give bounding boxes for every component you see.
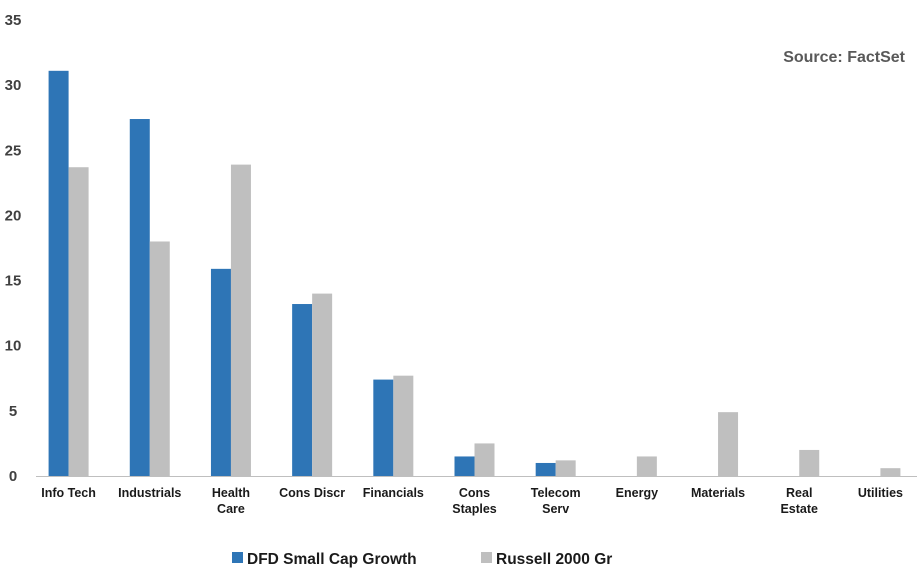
x-category-label: Cons Discr [279, 486, 345, 500]
bar-russell-2000-gr [636, 456, 657, 476]
bar-russell-2000-gr [312, 293, 333, 476]
bar-russell-2000-gr [230, 164, 251, 477]
bar-russell-2000-gr [555, 460, 576, 476]
x-category-label: Energy [616, 486, 658, 500]
bar-russell-2000-gr [718, 412, 739, 476]
legend-swatch [481, 552, 492, 563]
source-annotation: Source: FactSet [783, 49, 905, 66]
y-tick-label: 30 [5, 77, 22, 94]
bar-dfd-small-cap-growth [129, 119, 150, 476]
bars-group [48, 70, 901, 477]
x-axis-labels: Info Tech Industrials Health Care Cons Discr… [41, 486, 903, 516]
x-category-label: Real Estate [780, 486, 818, 516]
bar-dfd-small-cap-growth [373, 379, 394, 476]
x-category-label: Utilities [858, 486, 903, 500]
y-tick-label: 25 [5, 142, 22, 159]
bar-russell-2000-gr [880, 468, 901, 476]
y-tick-label: 35 [5, 12, 22, 29]
bar-dfd-small-cap-growth [292, 304, 313, 476]
x-category-label: Info Tech [41, 486, 96, 500]
bar-russell-2000-gr [799, 449, 820, 476]
bar-dfd-small-cap-growth [48, 70, 69, 476]
bar-russell-2000-gr [393, 375, 414, 476]
bar-russell-2000-gr [474, 443, 495, 476]
y-tick-label: 0 [9, 468, 17, 485]
legend-label: Russell 2000 Gr [496, 551, 612, 568]
legend-label: DFD Small Cap Growth [247, 551, 417, 568]
y-axis-ticks: 0 5 10 15 20 25 30 35 [5, 12, 22, 485]
y-tick-label: 10 [5, 338, 22, 355]
x-category-label: Health Care [212, 486, 250, 516]
x-category-label: Cons Staples [452, 486, 497, 516]
y-tick-label: 20 [5, 207, 22, 224]
bar-dfd-small-cap-growth [210, 268, 231, 476]
legend-swatch [232, 552, 243, 563]
x-category-label: Materials [691, 486, 745, 500]
y-tick-label: 5 [9, 403, 17, 420]
legend: DFD Small Cap Growth Russell 2000 Gr [232, 551, 612, 568]
x-category-label: Telecom Serv [531, 486, 581, 516]
y-tick-label: 15 [5, 273, 22, 290]
x-category-label: Industrials [118, 486, 181, 500]
bar-dfd-small-cap-growth [535, 462, 556, 476]
bar-dfd-small-cap-growth [454, 456, 475, 476]
x-category-label: Financials [363, 486, 424, 500]
bar-russell-2000-gr [149, 241, 170, 476]
bar-russell-2000-gr [68, 167, 89, 477]
